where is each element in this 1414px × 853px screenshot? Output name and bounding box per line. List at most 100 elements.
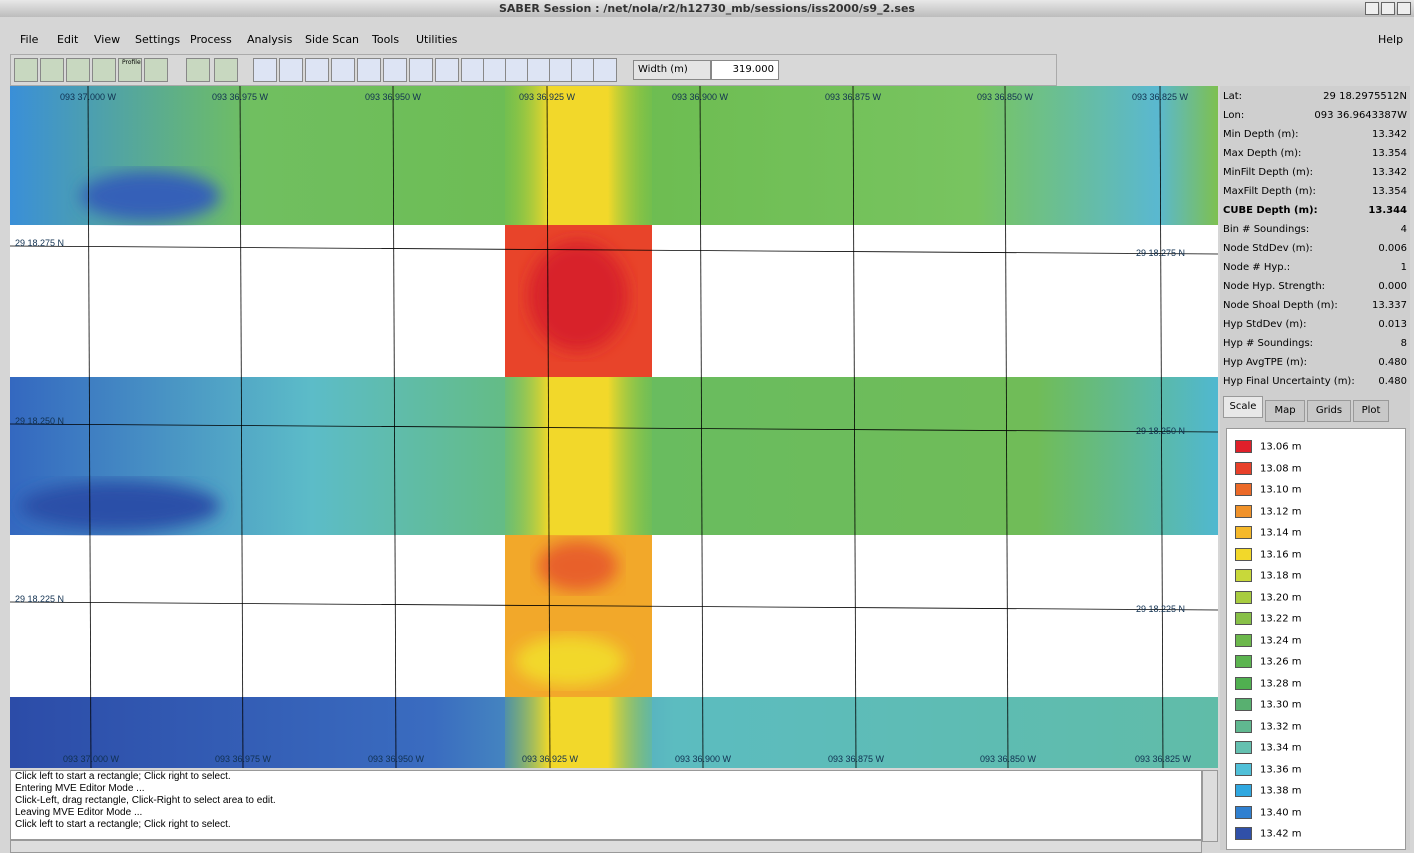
info-row: MinFilt Depth (m): 13.342 <box>1223 165 1407 181</box>
tool-button[interactable] <box>593 58 617 82</box>
tool-button[interactable] <box>357 58 381 82</box>
tool-button[interactable] <box>435 58 459 82</box>
info-row: Node # Hyp.: 1 <box>1223 260 1407 276</box>
menu-item[interactable]: Process <box>190 33 232 46</box>
tool-button[interactable] <box>483 58 507 82</box>
legend-entry: 13.14 m <box>1235 526 1302 540</box>
info-label: Min Depth (m): <box>1223 129 1299 140</box>
tool-button[interactable] <box>186 58 210 82</box>
tool-button[interactable] <box>571 58 595 82</box>
menu-item[interactable]: File <box>20 33 39 46</box>
legend-entry: 13.28 m <box>1235 676 1302 691</box>
legend-swatch <box>1235 461 1252 475</box>
info-row: Hyp StdDev (m): 0.013 <box>1223 317 1407 333</box>
width-label[interactable]: Width (m) <box>633 60 711 80</box>
grid-line <box>1159 86 1164 768</box>
lon-label: 093 36.925 W <box>522 754 579 764</box>
tool-button[interactable] <box>505 58 529 82</box>
info-value: 0.480 <box>1378 357 1407 368</box>
lon-label: 093 36.875 W <box>825 92 882 102</box>
legend-swatch <box>1235 827 1252 840</box>
legend-entry: 13.24 m <box>1235 633 1302 648</box>
tab[interactable]: Grids <box>1307 400 1351 422</box>
maximize[interactable] <box>1381 2 1395 15</box>
grid-line <box>87 86 92 768</box>
tool-button[interactable] <box>66 58 90 82</box>
message-log: Click left to start a rectangle; Click r… <box>10 770 1202 840</box>
info-value: 13.342 <box>1372 129 1407 140</box>
tool-button[interactable] <box>253 58 277 82</box>
tool-button[interactable] <box>331 58 355 82</box>
legend-entry: 13.26 m <box>1235 655 1302 669</box>
legend-entry: 13.34 m <box>1235 741 1302 755</box>
info-label: Hyp StdDev (m): <box>1223 319 1307 330</box>
menu-item[interactable]: Side Scan <box>305 33 360 46</box>
info-label: MaxFilt Depth (m): <box>1223 186 1316 197</box>
legend-swatch <box>1235 590 1252 604</box>
info-row: Max Depth (m): 13.354 <box>1223 146 1407 162</box>
log-scrollbar[interactable] <box>1202 770 1218 842</box>
tool-button[interactable] <box>383 58 407 82</box>
legend-swatch <box>1235 762 1252 776</box>
map-view[interactable]: 093 37.000 W 093 36.975 W 093 36.950 W 093 … <box>10 86 1218 768</box>
lon-label: 093 37.000 W <box>63 754 120 764</box>
tool-button[interactable] <box>214 58 238 82</box>
tool-button[interactable] <box>409 58 433 82</box>
tool-button[interactable] <box>118 58 142 82</box>
legend-label: 13.06 m <box>1260 441 1302 453</box>
info-label: Node # Hyp.: <box>1223 262 1291 273</box>
menu-item[interactable]: Tools <box>372 33 400 46</box>
lon-label: 093 36.975 W <box>215 754 272 764</box>
tool-button[interactable] <box>14 58 38 82</box>
tab[interactable]: Map <box>1265 400 1305 422</box>
grid-line <box>10 423 1218 433</box>
info-value: 0.000 <box>1378 281 1407 292</box>
legend-entry: 13.20 m <box>1235 590 1302 605</box>
close[interactable] <box>1397 2 1411 15</box>
menu-help[interactable]: Help <box>1378 33 1404 46</box>
h-scrollbar[interactable] <box>10 840 1202 853</box>
tool-button[interactable] <box>461 58 485 82</box>
legend-label: 13.36 m <box>1260 764 1302 775</box>
tool-button[interactable] <box>144 58 168 82</box>
menu-item[interactable]: Edit <box>57 33 79 46</box>
legend-swatch <box>1235 547 1252 561</box>
info-row: Node Shoal Depth (m): 13.337 <box>1223 298 1407 314</box>
menu-item[interactable]: View <box>94 33 121 46</box>
menu-item[interactable]: Settings <box>135 33 181 46</box>
info-row: CUBE Depth (m): 13.344 <box>1223 203 1407 219</box>
legend-entry: 13.18 m <box>1235 569 1302 583</box>
minimize[interactable] <box>1365 2 1379 15</box>
legend-entry: 13.10 m <box>1235 483 1302 497</box>
window-title: SABER Session : /net/nola/r2/h12730_mb/s… <box>0 0 1414 17</box>
info-row: Hyp # Soundings: 8 <box>1223 336 1407 352</box>
lon-label: 093 36.900 W <box>675 754 732 764</box>
tool-button[interactable] <box>279 58 303 82</box>
width-input[interactable]: 319.000 <box>711 60 779 80</box>
tool-button[interactable] <box>549 58 573 82</box>
menu-item[interactable]: Analysis <box>247 33 293 46</box>
info-value: 13.344 <box>1368 205 1407 216</box>
lon-label: 093 36.850 W <box>980 754 1037 764</box>
legend-label: 13.28 m <box>1260 678 1302 689</box>
info-row: Hyp AvgTPE (m): 0.480 <box>1223 355 1407 371</box>
tab[interactable]: Scale <box>1223 396 1263 418</box>
legend-entry: 13.12 m <box>1235 504 1302 519</box>
tool-button[interactable] <box>305 58 329 82</box>
log-line: Click-Left, drag rectangle, Click-Right … <box>15 795 276 806</box>
grid-line <box>546 86 551 768</box>
menu-item[interactable]: Utilities <box>416 33 458 46</box>
legend-swatch <box>1235 526 1252 539</box>
info-label: CUBE Depth (m): <box>1223 205 1318 216</box>
lon-label: 093 36.875 W <box>828 754 885 764</box>
tool-button[interactable] <box>527 58 551 82</box>
tool-button[interactable] <box>92 58 116 82</box>
lon-label: 093 36.975 W <box>212 92 269 102</box>
info-row: Hyp Final Uncertainty (m): 0.480 <box>1223 374 1407 390</box>
log-line: Leaving MVE Editor Mode ... <box>15 807 143 818</box>
grid-line <box>699 86 704 768</box>
tab[interactable]: Plot <box>1353 400 1389 422</box>
tool-button[interactable] <box>40 58 64 82</box>
lon-label: 093 36.825 W <box>1132 92 1189 102</box>
lat-label: 29 18.225 N <box>1136 604 1185 614</box>
